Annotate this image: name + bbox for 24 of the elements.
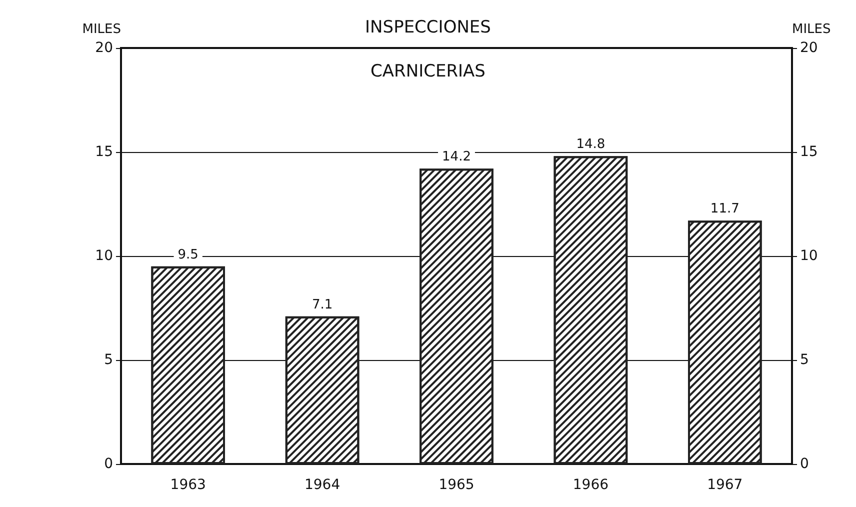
y-tick-label: 0 xyxy=(104,456,113,472)
x-tick-label: 1967 xyxy=(707,477,743,493)
y-tick-label: 15 xyxy=(95,144,113,160)
x-tick-label: 1964 xyxy=(304,477,340,493)
text: CARNICERIAS xyxy=(370,62,486,82)
data-label: 7.1 xyxy=(312,297,333,312)
y-tick-label: 20 xyxy=(95,40,113,56)
y-axis-title: MILES xyxy=(82,22,121,37)
y2-tick-label: 5 xyxy=(800,352,809,368)
data-label: 14.2 xyxy=(442,150,471,165)
y2-tick-label: 15 xyxy=(800,144,818,160)
y2-tick-label: 0 xyxy=(800,456,809,472)
x-tick-label: 1965 xyxy=(438,477,474,493)
x-tick-label: 1966 xyxy=(572,477,609,493)
y-tick-label: 10 xyxy=(95,248,113,264)
data-label: 14.8 xyxy=(576,137,606,152)
data-label: 9.5 xyxy=(178,247,198,262)
y2-axis-title: MILES xyxy=(792,22,831,37)
x-tick-label: 1963 xyxy=(170,477,206,493)
y-tick-label: 5 xyxy=(104,352,113,368)
chart-title: INSPECCIONES xyxy=(365,18,491,38)
y2-tick-label: 10 xyxy=(800,248,818,264)
data-label: 11.7 xyxy=(710,202,740,217)
y2-tick-label: 20 xyxy=(800,40,818,56)
